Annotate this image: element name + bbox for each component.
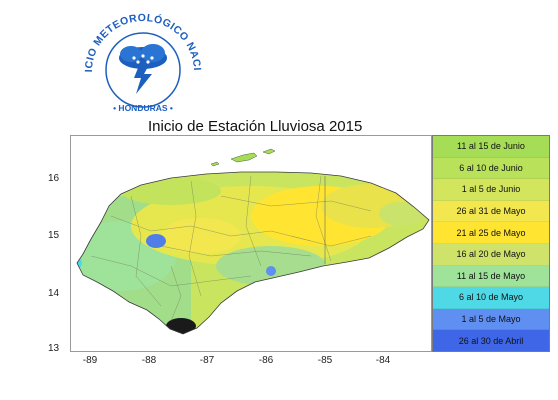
legend-item: 1 al 5 de Mayo bbox=[433, 308, 549, 331]
lon-tick: -86 bbox=[258, 355, 274, 366]
legend-item: 6 al 10 de Junio bbox=[433, 157, 549, 180]
lat-tick: 13 bbox=[48, 343, 60, 354]
legend-item-label: 11 al 15 de Junio bbox=[457, 141, 525, 152]
lat-tick: 16 bbox=[48, 173, 60, 184]
legend-item-label: 26 al 31 de Mayo bbox=[456, 206, 526, 217]
logo-bottom-text: • HONDURAS • bbox=[113, 103, 173, 113]
legend-item-label: 1 al 5 de Junio bbox=[461, 184, 521, 195]
legend-item: 11 al 15 de Mayo bbox=[433, 265, 549, 288]
legend-item-label: 1 al 5 de Mayo bbox=[461, 314, 521, 325]
honduras-map bbox=[76, 148, 430, 335]
legend-item: 26 al 30 de Abril bbox=[433, 330, 549, 351]
legend-item-label: 21 al 25 de Mayo bbox=[456, 227, 526, 238]
lon-tick: -88 bbox=[141, 355, 157, 366]
lat-tick: 14 bbox=[48, 288, 60, 299]
lon-tick: -89 bbox=[82, 355, 98, 366]
legend: 11 al 15 de Junio 6 al 10 de Junio 1 al 5 … bbox=[432, 135, 550, 352]
legend-item-label: 11 al 15 de Mayo bbox=[456, 270, 526, 281]
legend-item-label: 16 al 20 de Mayo bbox=[456, 249, 526, 260]
lon-tick: -84 bbox=[375, 355, 391, 366]
legend-item: 11 al 15 de Junio bbox=[433, 136, 549, 158]
legend-item-label: 6 al 10 de Mayo bbox=[458, 292, 524, 303]
legend-item-label: 26 al 30 de Abril bbox=[458, 335, 524, 346]
map-frame bbox=[70, 135, 432, 352]
legend-item: 16 al 20 de Mayo bbox=[433, 243, 549, 266]
map-title: Inicio de Estación Lluviosa 2015 bbox=[148, 118, 363, 135]
legend-item: 1 al 5 de Junio bbox=[433, 179, 549, 201]
legend-item: 21 al 25 de Mayo bbox=[433, 222, 549, 244]
lat-tick: 15 bbox=[48, 230, 60, 241]
smn-logo: SERVICIO METEOROLÓGICO NACIONAL • HONDUR… bbox=[74, 0, 208, 116]
legend-item: 26 al 31 de Mayo bbox=[433, 200, 549, 223]
legend-item-label: 6 al 10 de Junio bbox=[459, 162, 523, 173]
legend-item: 6 al 10 de Mayo bbox=[433, 287, 549, 309]
lon-tick: -85 bbox=[317, 355, 333, 366]
lon-tick: -87 bbox=[199, 355, 215, 366]
